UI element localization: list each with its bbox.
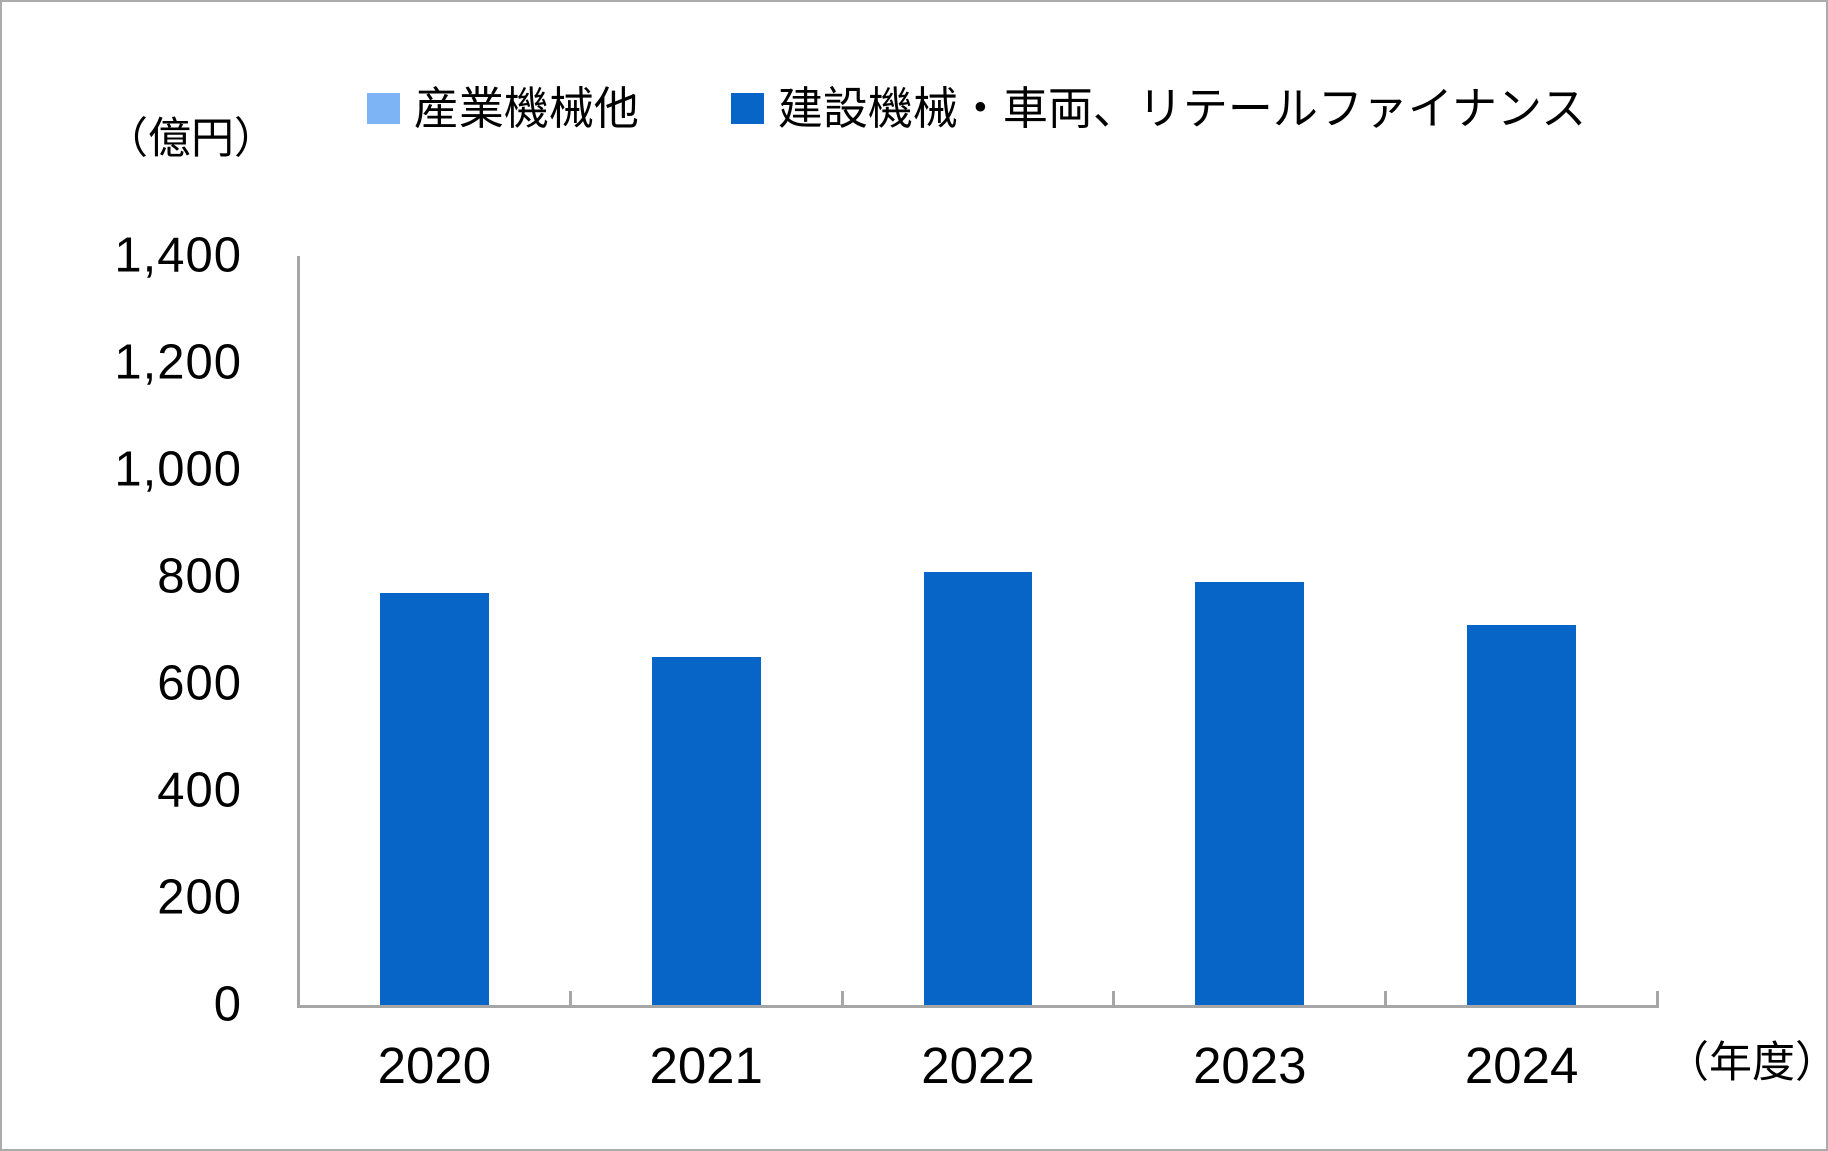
y-axis-line	[297, 256, 300, 1008]
x-axis-tick	[1656, 991, 1659, 1005]
legend-item-1: 建設機械・車両、リテールファイナンス	[730, 83, 1587, 134]
x-axis-tick	[1112, 991, 1116, 1005]
x-axis-tick	[840, 991, 844, 1005]
y-axis-unit-label: （億円）	[105, 115, 277, 163]
x-axis-line	[297, 1005, 1659, 1008]
y-tick-label: 1,000	[114, 442, 242, 497]
x-axis-tick	[297, 991, 300, 1005]
y-tick-label: 800	[157, 549, 242, 604]
y-tick-label: 400	[157, 763, 242, 818]
x-category-label: 2022	[921, 1037, 1035, 1094]
x-category-label: 2021	[649, 1037, 763, 1094]
bar-2021-series-1	[651, 657, 761, 1005]
x-category-label: 2023	[1193, 1037, 1307, 1094]
bar-2020-series-1	[380, 593, 489, 1005]
x-axis-tick	[568, 991, 572, 1005]
x-category-label: 2020	[377, 1037, 492, 1094]
y-tick-label: 1,200	[114, 335, 242, 390]
y-tick-label: 600	[157, 656, 242, 711]
legend-label: 産業機械他	[413, 83, 639, 134]
legend-swatch-icon	[730, 93, 764, 124]
legend-swatch-icon	[366, 93, 400, 124]
x-axis-tick	[1384, 991, 1388, 1005]
y-tick-label: 200	[157, 870, 242, 925]
bar-2023-series-1	[1195, 582, 1305, 1005]
x-axis-unit-label: （年度）	[1666, 1039, 1828, 1087]
legend-item-0: 産業機械他	[366, 83, 639, 134]
bar-2022-series-1	[923, 571, 1033, 1005]
y-tick-label: 1,400	[114, 228, 242, 283]
legend-label: 建設機械・車両、リテールファイナンス	[777, 83, 1587, 134]
bar-2024-series-1	[1467, 625, 1576, 1005]
y-tick-label: 0	[213, 977, 242, 1032]
x-category-label: 2024	[1464, 1037, 1579, 1094]
chart-legend: 産業機械他 建設機械・車両、リテールファイナンス	[297, 86, 1656, 131]
